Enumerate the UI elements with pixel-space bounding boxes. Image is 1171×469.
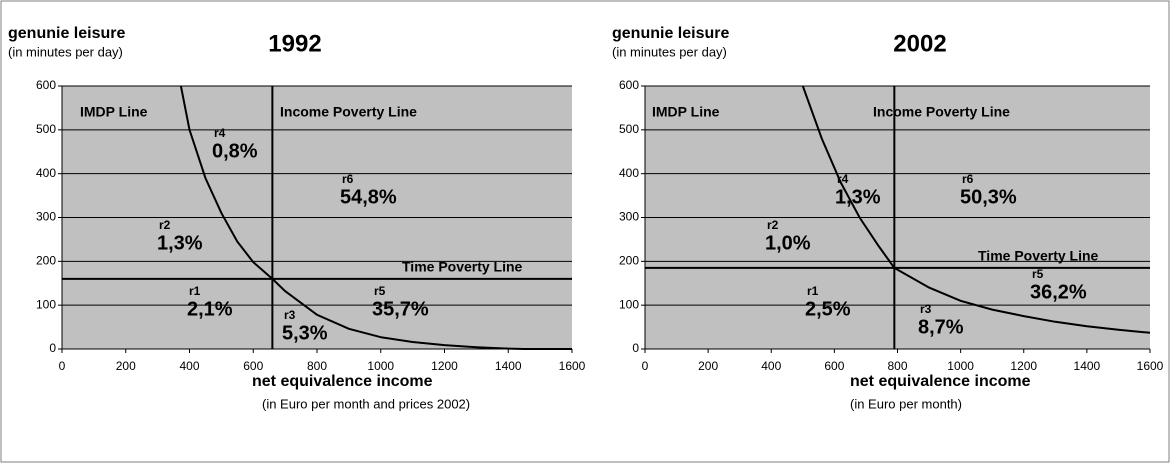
region-name: r2: [159, 218, 171, 232]
y-tick-label: 400: [36, 166, 56, 180]
y-tick-label: 500: [36, 122, 56, 136]
region-name: r4: [214, 126, 226, 140]
region-share: 36,2%: [1030, 281, 1087, 303]
hline-label: Time Poverty Line: [978, 248, 1099, 264]
x-tick-label: 1200: [431, 359, 458, 373]
y-axis-subtitle: (in minutes per day): [612, 44, 727, 59]
curve: [179, 85, 572, 350]
region-name: r2: [767, 218, 779, 232]
series-label: IMDP Line: [652, 104, 720, 120]
region-name: r6: [342, 172, 354, 186]
region-share: 1,0%: [765, 232, 811, 254]
y-tick-label: 200: [619, 254, 639, 268]
y-tick-label: 100: [36, 297, 56, 311]
y-tick-label: 300: [36, 210, 56, 224]
region-name: r6: [962, 172, 974, 186]
x-tick-label: 1000: [367, 359, 394, 373]
y-tick-label: 600: [619, 78, 639, 92]
x-axis-title: net equivalence income: [252, 373, 433, 390]
y-axis-title: genunie leisure: [612, 25, 729, 42]
y-axis-title: genunie leisure: [8, 25, 125, 42]
y-tick-label: 300: [619, 210, 639, 224]
region-share: 8,7%: [918, 316, 964, 338]
chart-title: 1992: [268, 30, 321, 57]
x-tick-label: 0: [59, 359, 66, 373]
x-tick-label: 1000: [947, 359, 974, 373]
y-tick-label: 0: [632, 341, 639, 355]
x-tick-label: 1400: [495, 359, 522, 373]
region-name: r5: [1032, 267, 1044, 281]
region-share: 35,7%: [372, 298, 429, 320]
y-tick-label: 0: [49, 341, 56, 355]
x-tick-label: 1400: [1074, 359, 1101, 373]
x-tick-label: 0: [642, 359, 649, 373]
region-name: r1: [189, 284, 201, 298]
region-share: 54,8%: [340, 186, 397, 208]
region-name: r3: [284, 308, 296, 322]
x-tick-label: 800: [887, 359, 907, 373]
hline-label: Time Poverty Line: [402, 259, 523, 275]
curve: [801, 85, 1151, 334]
series-label: IMDP Line: [80, 104, 148, 120]
region-name: r4: [837, 172, 849, 186]
region-share: 1,3%: [157, 232, 203, 254]
x-tick-label: 800: [307, 359, 327, 373]
region-share: 5,3%: [282, 322, 328, 344]
region-share: 1,3%: [835, 186, 881, 208]
y-tick-label: 200: [36, 254, 56, 268]
vline-label: Income Poverty Line: [873, 104, 1010, 120]
region-name: r1: [807, 284, 819, 298]
y-tick-label: 500: [619, 122, 639, 136]
x-tick-label: 1600: [1137, 359, 1164, 373]
x-axis-subtitle: (in Euro per month and prices 2002): [262, 396, 470, 411]
region-name: r5: [374, 284, 386, 298]
x-tick-label: 600: [824, 359, 844, 373]
x-tick-label: 400: [179, 359, 199, 373]
chart-title: 2002: [893, 30, 946, 57]
x-tick-label: 600: [243, 359, 263, 373]
x-axis-title: net equivalence income: [850, 373, 1031, 390]
x-tick-label: 1600: [559, 359, 586, 373]
region-name: r3: [920, 302, 932, 316]
region-share: 0,8%: [212, 140, 258, 162]
y-tick-label: 600: [36, 78, 56, 92]
x-tick-label: 200: [116, 359, 136, 373]
x-axis-subtitle: (in Euro per month): [850, 396, 962, 411]
region-share: 2,5%: [805, 298, 851, 320]
x-tick-label: 1200: [1010, 359, 1037, 373]
region-share: 2,1%: [187, 298, 233, 320]
x-tick-label: 400: [761, 359, 781, 373]
y-tick-label: 100: [619, 297, 639, 311]
y-tick-label: 400: [619, 166, 639, 180]
x-tick-label: 200: [698, 359, 718, 373]
vline-label: Income Poverty Line: [280, 104, 417, 120]
region-share: 50,3%: [960, 186, 1017, 208]
y-axis-subtitle: (in minutes per day): [8, 44, 123, 59]
